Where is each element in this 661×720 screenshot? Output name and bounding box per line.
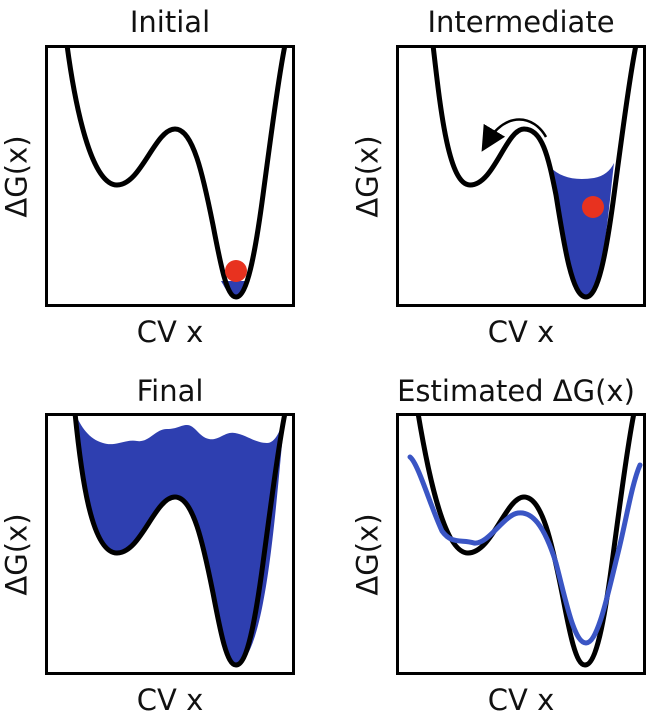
y-axis-label-estimated: ΔG(x) <box>350 513 385 596</box>
plot-estimated <box>396 413 646 675</box>
free-energy-curve-initial <box>64 45 288 300</box>
particle-initial <box>225 260 247 282</box>
plot-intermediate <box>396 45 646 307</box>
y-axis-label-final: ΔG(x) <box>0 513 34 596</box>
x-axis-label-final: CV x <box>136 683 204 717</box>
panel-title-intermediate: Intermediate <box>427 5 615 39</box>
fill-final <box>75 413 285 665</box>
panel-title-final: Final <box>136 374 204 408</box>
frame-final <box>45 413 295 675</box>
particle-intermediate <box>582 196 604 218</box>
y-axis-label-initial: ΔG(x) <box>0 135 34 218</box>
free-energy-curve-final <box>72 413 288 668</box>
frame-initial <box>45 45 295 307</box>
panel-title-estimated: Estimated ΔG(x) <box>397 374 635 408</box>
free-energy-curve-intermediate <box>430 45 639 300</box>
x-axis-label-intermediate: CV x <box>487 315 555 349</box>
y-axis-label-intermediate: ΔG(x) <box>350 135 385 218</box>
frame-estimated <box>396 413 646 675</box>
x-axis-label-initial: CV x <box>136 315 204 349</box>
transition-arrow-icon <box>481 118 548 152</box>
plot-initial <box>45 45 295 307</box>
estimated-free-energy-curve <box>407 454 643 646</box>
panel-title-initial: Initial <box>129 5 211 39</box>
x-axis-label-estimated: CV x <box>487 683 555 717</box>
frame-intermediate <box>396 45 646 307</box>
plot-final <box>45 413 295 675</box>
fill-intermediate <box>550 163 614 297</box>
